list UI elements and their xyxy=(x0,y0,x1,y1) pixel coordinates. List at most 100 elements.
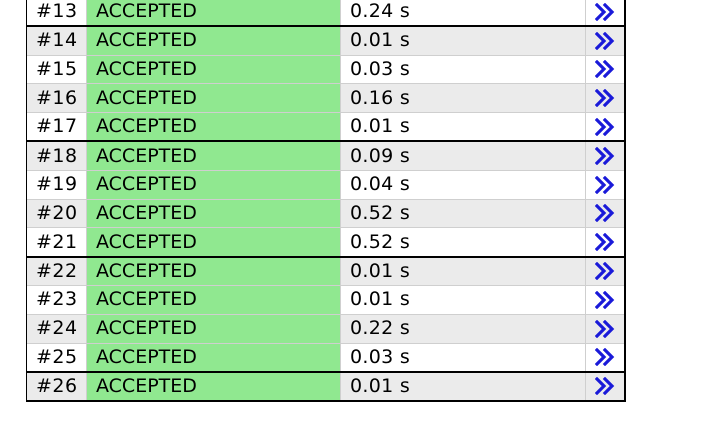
verdict-cell: ACCEPTED xyxy=(86,284,341,315)
execution-time: 0.16 s xyxy=(340,83,586,113)
verdict-cell: ACCEPTED xyxy=(86,25,341,56)
test-results-body: #13 ACCEPTED 0.24 s #14 ACCEPTED 0.01 s xyxy=(26,0,626,402)
test-result-row: #22 ACCEPTED 0.01 s xyxy=(26,255,626,286)
double-chevron-right-icon xyxy=(594,147,615,166)
test-result-row: #25 ACCEPTED 0.03 s xyxy=(26,342,626,372)
test-details-link[interactable] xyxy=(594,290,615,309)
test-number: #18 xyxy=(26,140,87,171)
execution-time: 0.01 s xyxy=(340,112,586,142)
double-chevron-right-icon xyxy=(594,319,615,338)
execution-time: 0.03 s xyxy=(340,342,586,372)
test-number: #24 xyxy=(26,313,87,344)
test-result-row: #16 ACCEPTED 0.16 s xyxy=(26,83,626,113)
execution-time: 0.22 s xyxy=(340,313,586,344)
test-result-row: #23 ACCEPTED 0.01 s xyxy=(26,284,626,315)
test-number: #13 xyxy=(26,0,87,27)
test-result-row: #13 ACCEPTED 0.24 s xyxy=(26,0,626,27)
double-chevron-right-icon xyxy=(594,117,615,136)
test-result-row: #17 ACCEPTED 0.01 s xyxy=(26,112,626,142)
verdict-cell: ACCEPTED xyxy=(86,227,341,257)
details-cell xyxy=(585,370,626,402)
verdict-cell: ACCEPTED xyxy=(86,0,341,27)
execution-time: 0.04 s xyxy=(340,169,586,200)
test-details-link[interactable] xyxy=(594,377,615,396)
verdict-cell: ACCEPTED xyxy=(86,169,341,200)
double-chevron-right-icon xyxy=(594,204,615,223)
verdict-cell: ACCEPTED xyxy=(86,54,341,84)
test-number: #19 xyxy=(26,169,87,200)
test-number: #26 xyxy=(26,370,87,402)
execution-time: 0.01 s xyxy=(340,370,586,402)
test-details-link[interactable] xyxy=(594,319,615,338)
double-chevron-right-icon xyxy=(594,233,615,252)
verdict-cell: ACCEPTED xyxy=(86,112,341,142)
details-cell xyxy=(585,342,626,372)
verdict-cell: ACCEPTED xyxy=(86,255,341,286)
test-result-row: #19 ACCEPTED 0.04 s xyxy=(26,169,626,200)
test-results-table: #13 ACCEPTED 0.24 s #14 ACCEPTED 0.01 s xyxy=(26,0,626,402)
test-result-row: #24 ACCEPTED 0.22 s xyxy=(26,313,626,344)
details-cell xyxy=(585,54,626,84)
test-number: #21 xyxy=(26,227,87,257)
execution-time: 0.52 s xyxy=(340,227,586,257)
verdict-cell: ACCEPTED xyxy=(86,313,341,344)
details-cell xyxy=(585,83,626,113)
test-details-link[interactable] xyxy=(594,31,615,50)
details-cell xyxy=(585,313,626,344)
test-details-link[interactable] xyxy=(594,2,615,21)
double-chevron-right-icon xyxy=(594,2,615,21)
execution-time: 0.03 s xyxy=(340,54,586,84)
details-cell xyxy=(585,284,626,315)
double-chevron-right-icon xyxy=(594,31,615,50)
verdict-cell: ACCEPTED xyxy=(86,370,341,402)
test-number: #17 xyxy=(26,112,87,142)
test-result-row: #18 ACCEPTED 0.09 s xyxy=(26,140,626,171)
verdict-cell: ACCEPTED xyxy=(86,83,341,113)
test-number: #20 xyxy=(26,198,87,228)
test-number: #23 xyxy=(26,284,87,315)
details-cell xyxy=(585,198,626,228)
test-result-row: #21 ACCEPTED 0.52 s xyxy=(26,227,626,257)
verdict-cell: ACCEPTED xyxy=(86,198,341,228)
details-cell xyxy=(585,255,626,286)
execution-time: 0.09 s xyxy=(340,140,586,171)
double-chevron-right-icon xyxy=(594,60,615,79)
test-details-link[interactable] xyxy=(594,117,615,136)
test-number: #22 xyxy=(26,255,87,286)
double-chevron-right-icon xyxy=(594,290,615,309)
double-chevron-right-icon xyxy=(594,377,615,396)
details-cell xyxy=(585,112,626,142)
verdict-cell: ACCEPTED xyxy=(86,140,341,171)
double-chevron-right-icon xyxy=(594,348,615,367)
test-details-link[interactable] xyxy=(594,348,615,367)
details-cell xyxy=(585,140,626,171)
test-details-link[interactable] xyxy=(594,175,615,194)
double-chevron-right-icon xyxy=(594,175,615,194)
execution-time: 0.01 s xyxy=(340,25,586,56)
test-details-link[interactable] xyxy=(594,204,615,223)
test-result-row: #26 ACCEPTED 0.01 s xyxy=(26,370,626,402)
execution-time: 0.52 s xyxy=(340,198,586,228)
details-cell xyxy=(585,227,626,257)
test-details-link[interactable] xyxy=(594,60,615,79)
double-chevron-right-icon xyxy=(594,89,615,108)
test-details-link[interactable] xyxy=(594,262,615,281)
test-number: #15 xyxy=(26,54,87,84)
details-cell xyxy=(585,169,626,200)
test-details-link[interactable] xyxy=(594,89,615,108)
execution-time: 0.01 s xyxy=(340,255,586,286)
test-result-row: #14 ACCEPTED 0.01 s xyxy=(26,25,626,56)
test-details-link[interactable] xyxy=(594,147,615,166)
details-cell xyxy=(585,25,626,56)
test-number: #25 xyxy=(26,342,87,372)
execution-time: 0.01 s xyxy=(340,284,586,315)
double-chevron-right-icon xyxy=(594,262,615,281)
details-cell xyxy=(585,0,626,27)
test-details-link[interactable] xyxy=(594,233,615,252)
test-result-row: #20 ACCEPTED 0.52 s xyxy=(26,198,626,228)
verdict-cell: ACCEPTED xyxy=(86,342,341,372)
test-number: #14 xyxy=(26,25,87,56)
test-result-row: #15 ACCEPTED 0.03 s xyxy=(26,54,626,84)
execution-time: 0.24 s xyxy=(340,0,586,27)
test-number: #16 xyxy=(26,83,87,113)
